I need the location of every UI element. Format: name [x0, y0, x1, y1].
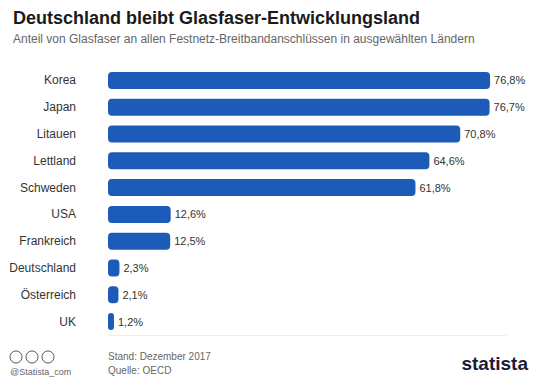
- svg-text:Lettland: Lettland: [33, 154, 76, 168]
- svg-text:Japan: Japan: [43, 100, 76, 114]
- svg-text:Anteil von Glasfaser an allen: Anteil von Glasfaser an allen Festnetz-B…: [13, 32, 475, 46]
- svg-text:Österreich: Österreich: [21, 288, 76, 302]
- svg-text:12,6%: 12,6%: [175, 208, 206, 220]
- svg-text:2,3%: 2,3%: [123, 262, 148, 274]
- svg-text:64,6%: 64,6%: [433, 155, 464, 167]
- svg-text:76,8%: 76,8%: [494, 74, 525, 86]
- svg-text:2,1%: 2,1%: [122, 289, 147, 301]
- svg-text:USA: USA: [51, 207, 76, 221]
- svg-text:70,8%: 70,8%: [464, 128, 495, 140]
- svg-text:61,8%: 61,8%: [419, 182, 450, 194]
- svg-text:76,7%: 76,7%: [494, 101, 525, 113]
- svg-text:@Statista_com: @Statista_com: [10, 367, 71, 377]
- svg-text:Schweden: Schweden: [20, 181, 76, 195]
- svg-text:Quelle: OECD: Quelle: OECD: [108, 365, 171, 376]
- svg-text:Litauen: Litauen: [37, 127, 76, 141]
- svg-text:UK: UK: [59, 315, 76, 329]
- svg-text:Deutschland: Deutschland: [9, 261, 76, 275]
- svg-text:12,5%: 12,5%: [174, 235, 205, 247]
- svg-text:Deutschland bleibt Glasfaser-E: Deutschland bleibt Glasfaser-Entwicklung…: [13, 8, 420, 28]
- svg-text:Stand: Dezember 2017: Stand: Dezember 2017: [108, 351, 211, 362]
- svg-text:1,2%: 1,2%: [118, 316, 143, 328]
- svg-text:statista: statista: [461, 353, 528, 374]
- svg-text:Frankreich: Frankreich: [19, 234, 76, 248]
- svg-text:Korea: Korea: [44, 73, 76, 87]
